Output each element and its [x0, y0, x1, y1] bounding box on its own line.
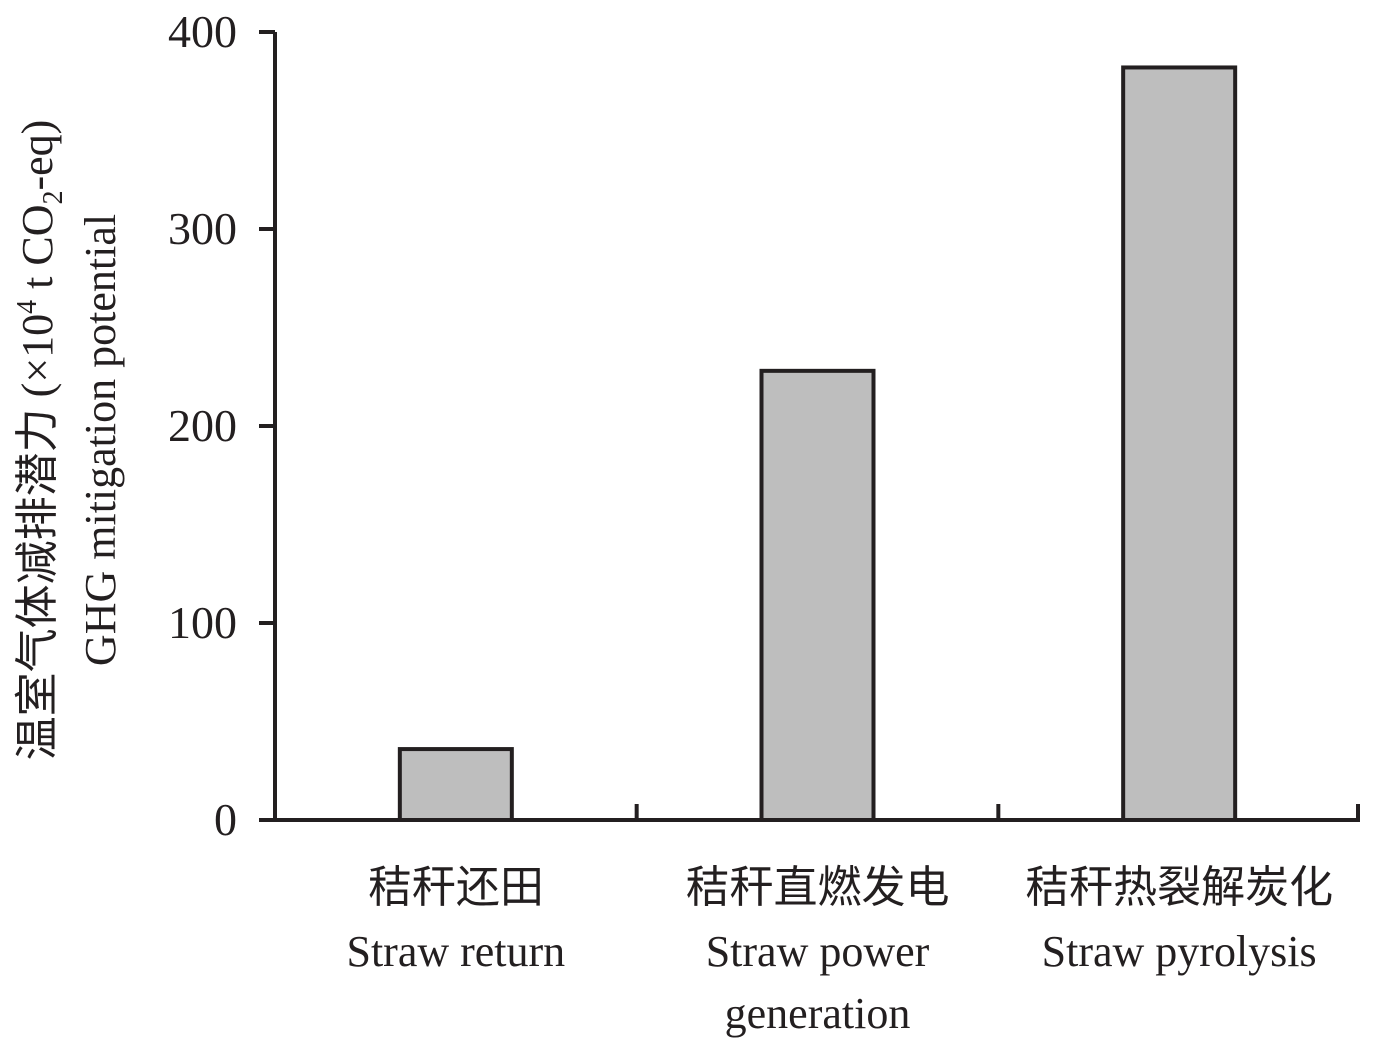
category-label-zh: 秸秆还田 — [368, 863, 544, 912]
category-label-en: Straw return — [346, 927, 565, 976]
bar — [397, 747, 514, 823]
y-tick-label: 400 — [168, 6, 237, 57]
bars — [397, 65, 1238, 823]
y-axis-label: 温室气体减排潜力 (×104 t CO2-eq) GHG mitigation … — [12, 120, 125, 761]
category-label-zh: 秸秆热裂解炭化 — [1025, 863, 1333, 912]
y-ticks: 0 100 200 300 400 — [168, 6, 275, 845]
bar — [1121, 65, 1238, 822]
y-tick-label: 0 — [214, 794, 237, 845]
y-tick-label: 100 — [168, 597, 237, 648]
y-axis-label-line2: GHG mitigation potential — [76, 214, 125, 666]
y-tick-label: 200 — [168, 400, 237, 451]
category-label-en: Straw pyrolysis — [1042, 927, 1317, 976]
y-tick-label: 300 — [168, 203, 237, 254]
category-label-zh: 秸秆直燃发电 — [686, 863, 950, 912]
category-label-en: generation — [725, 989, 911, 1038]
y-axis-label-line1: 温室气体减排潜力 (×104 t CO2-eq) — [12, 120, 69, 761]
category-label-en: Straw power — [706, 927, 930, 976]
category-labels: 秸秆还田 Straw return 秸秆直燃发电 Straw power generat… — [346, 863, 1333, 1038]
bar — [759, 368, 876, 822]
